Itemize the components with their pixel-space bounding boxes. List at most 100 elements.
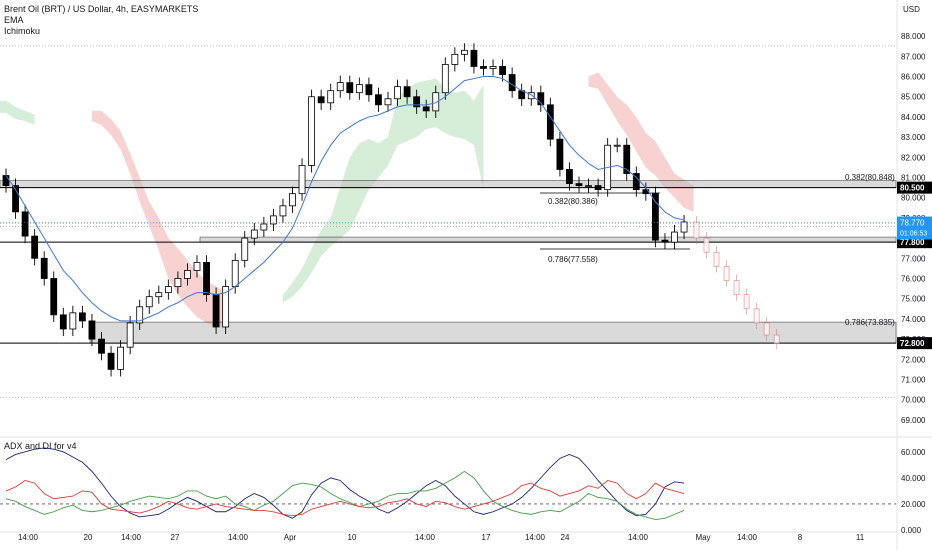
candle: [422, 106, 430, 112]
projection-candle: [713, 251, 720, 267]
candle: [365, 84, 373, 96]
chart-legend: Brent Oil (BRT) / US Dollar, 4h, EASYMAR…: [4, 4, 198, 37]
fib-label: 0.382(80.386): [548, 197, 598, 206]
candle: [117, 346, 124, 370]
candle: [260, 223, 268, 231]
candle: [136, 306, 144, 324]
time-tick-label: 14:00: [737, 533, 758, 542]
candle: [193, 261, 201, 271]
candle: [317, 96, 325, 104]
time-tick-label: May: [695, 533, 710, 542]
time-tick-label: 14:00: [121, 533, 142, 542]
ichimoku-cloud-red: [588, 72, 694, 212]
time-tick-label: 14:00: [228, 533, 249, 542]
indicator-title: ADX and DI for v4: [4, 441, 77, 451]
candle: [527, 92, 535, 100]
ema-line: [5, 76, 685, 322]
candle: [384, 98, 392, 106]
projection-candle: [703, 237, 710, 253]
level-tag: [897, 181, 932, 194]
candle: [269, 215, 277, 225]
time-tick-label: 11: [856, 533, 865, 542]
time-tick-label: 8: [798, 533, 803, 542]
level-tag-label: 80.500: [900, 184, 925, 193]
candle: [298, 165, 306, 195]
indicator-tick-label: 60.000: [901, 448, 926, 457]
projection-candle: [753, 308, 760, 324]
candle: [346, 82, 354, 94]
indicator-series-adx: [5, 447, 685, 519]
candle: [394, 86, 401, 100]
time-tick-label: 17: [482, 533, 491, 542]
projection-candle: [773, 334, 780, 344]
price-tick-label: 69.000: [901, 416, 926, 425]
ichimoku-cloud-red: [91, 110, 226, 327]
candle: [556, 138, 564, 170]
last-price-label: 78.770: [900, 219, 925, 228]
candle: [327, 90, 335, 104]
indicator-tick-label: 0.000: [901, 526, 922, 535]
symbol-title: Brent Oil (BRT) / US Dollar, 4h, EASYMAR…: [4, 4, 199, 14]
candle: [661, 239, 669, 243]
price-tick-label: 87.000: [901, 52, 926, 61]
candle: [585, 185, 592, 188]
candle: [145, 296, 153, 308]
candle: [680, 221, 688, 233]
candle: [250, 229, 258, 239]
candle: [489, 66, 497, 69]
indicator-series-di: [5, 479, 685, 517]
fib-label: 0.786(73.835): [845, 318, 895, 327]
candle: [355, 84, 363, 94]
price-tick-label: 88.000: [901, 32, 926, 41]
price-tick-label: 72.000: [901, 355, 926, 364]
candle: [451, 53, 459, 65]
ema-legend: EMA: [4, 15, 24, 25]
candle: [241, 237, 249, 261]
time-tick-label: 27: [171, 533, 180, 542]
ichimoku-cloud-green: [282, 78, 484, 303]
candle: [222, 286, 230, 328]
candle: [575, 183, 583, 187]
candle: [98, 338, 105, 354]
candle: [174, 278, 182, 287]
candle: [632, 173, 640, 191]
price-tick-label: 82.000: [901, 153, 926, 162]
time-tick-label: 20: [84, 533, 93, 542]
candle: [308, 96, 316, 166]
candle: [12, 185, 19, 213]
candle: [546, 104, 554, 140]
level-tag: [897, 337, 932, 350]
candle: [671, 231, 678, 243]
projection-candle: [743, 294, 750, 310]
projection-candle: [723, 266, 730, 281]
indicator-tick-label: 20.000: [901, 500, 926, 509]
candle: [623, 144, 631, 174]
candle: [107, 352, 115, 370]
candle: [460, 49, 468, 55]
price-tick-label: 83.000: [901, 133, 926, 142]
candle: [31, 235, 39, 259]
indicator-series-di: [5, 470, 685, 521]
candle: [413, 96, 421, 108]
time-tick-label: 14:00: [415, 533, 436, 542]
candle: [59, 314, 67, 330]
candle: [40, 257, 48, 279]
projection-candle: [733, 280, 740, 296]
candle: [375, 94, 382, 106]
candle: [164, 286, 172, 294]
candle: [470, 49, 478, 67]
time-tick-label: 24: [561, 533, 570, 542]
fib-label: 0.382(80.848): [845, 173, 895, 182]
candle: [184, 270, 191, 279]
candle: [594, 185, 602, 191]
candle: [79, 312, 86, 322]
candle: [336, 82, 344, 92]
candle: [480, 66, 487, 69]
price-tick-label: 76.000: [901, 275, 926, 284]
price-tick-label: 84.000: [901, 113, 926, 122]
candle: [499, 66, 507, 75]
fib-label: 0.786(77.558): [548, 255, 598, 264]
level-tag-label: 72.800: [900, 339, 925, 348]
price-tick-label: 70.000: [901, 396, 926, 405]
